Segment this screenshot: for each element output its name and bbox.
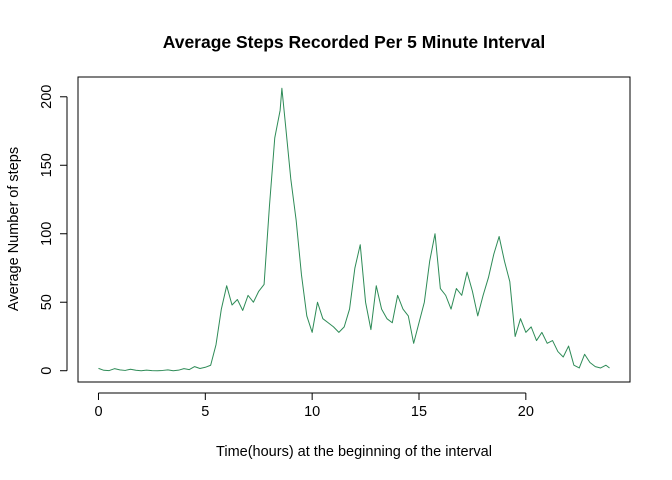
y-axis: 0 50 100 150 200 (39, 85, 68, 375)
y-tick-label: 50 (39, 294, 55, 310)
y-axis-label: Average Number of steps (6, 147, 22, 311)
plot-frame (77, 76, 631, 383)
y-tick-label: 100 (39, 222, 55, 246)
x-axis: 0 5 10 15 20 (94, 392, 534, 420)
y-tick-label: 200 (39, 85, 55, 109)
x-tick-label: 10 (304, 404, 320, 420)
x-tick-label: 0 (94, 404, 102, 420)
series-layer (98, 87, 610, 372)
chart-title: Average Steps Recorded Per 5 Minute Inte… (163, 32, 546, 52)
x-tick-label: 20 (518, 404, 534, 420)
y-tick-label: 150 (39, 153, 55, 177)
y-tick-label: 0 (39, 367, 55, 375)
x-axis-label: Time(hours) at the beginning of the inte… (216, 444, 492, 460)
series-line (98, 87, 610, 372)
x-tick-label: 15 (411, 404, 427, 420)
x-tick-label: 5 (201, 404, 209, 420)
